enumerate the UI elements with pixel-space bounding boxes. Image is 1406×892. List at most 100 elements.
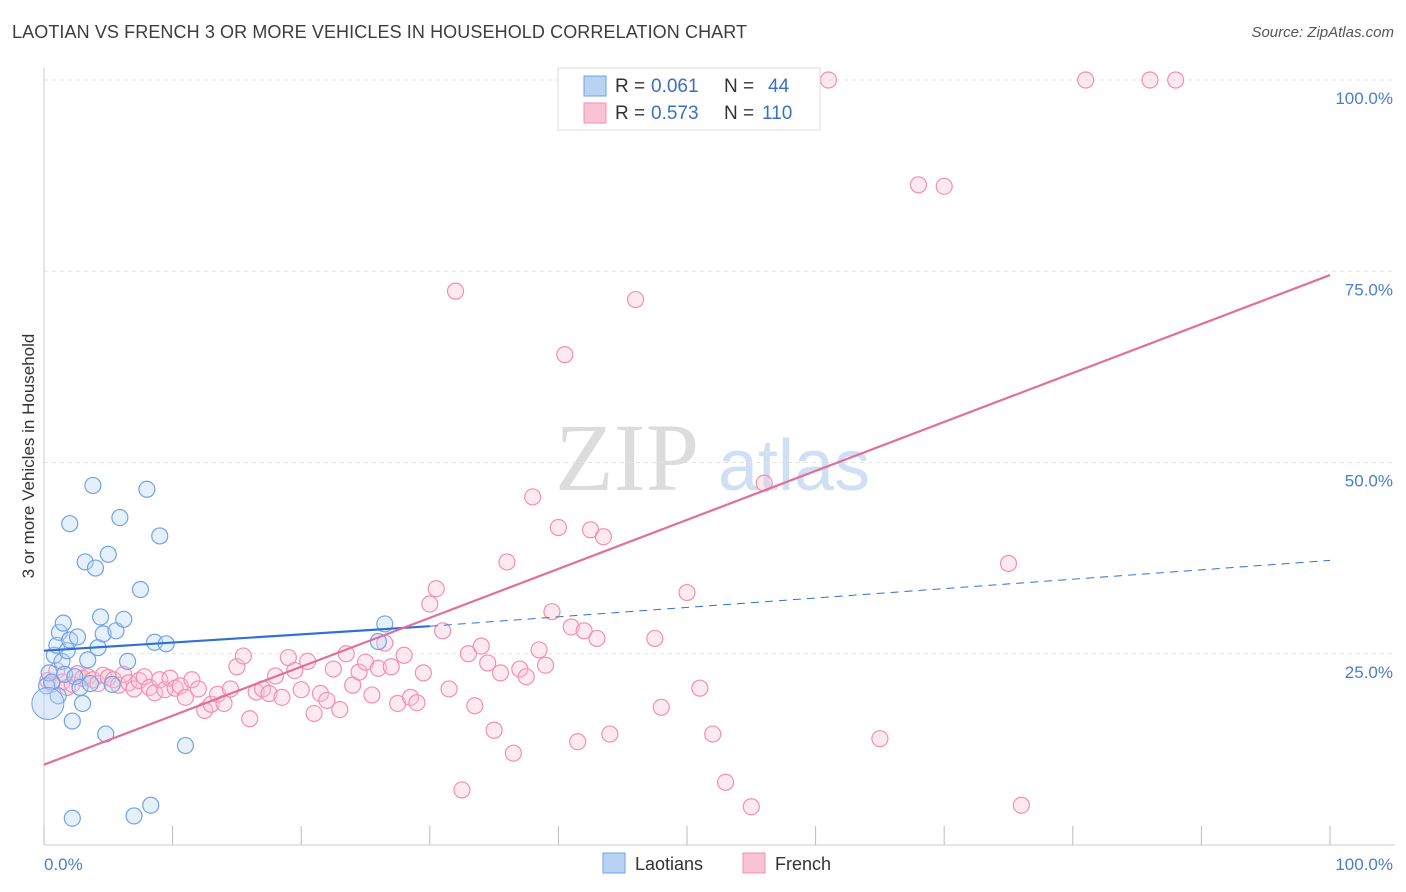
laotian-point-8 (55, 665, 74, 684)
french-points (39, 71, 1185, 816)
french-point-57 (369, 659, 387, 677)
french-point-35 (228, 658, 246, 676)
french-point-103 (819, 71, 838, 89)
axes: 0.0% 100.0% (43, 68, 1395, 874)
french-point-37 (241, 710, 259, 728)
french-point-111 (1167, 71, 1185, 89)
grid-lines: 25.0% 50.0% 75.0% 100.0% (44, 79, 1395, 682)
french-point-36 (234, 647, 252, 665)
laotian-point-23 (94, 625, 112, 643)
french-point-101 (742, 798, 760, 816)
laotian-point-34 (142, 796, 160, 814)
laotian-point-40 (176, 736, 195, 755)
french-point-109 (1077, 71, 1095, 89)
laotian-point-38 (61, 515, 79, 533)
bottom-legend-swatch-laotians (602, 852, 626, 874)
french-point-87 (562, 618, 580, 636)
french-point-64 (414, 664, 432, 682)
french-point-100 (716, 773, 735, 791)
french-point-76 (491, 664, 510, 682)
french-point-73 (472, 637, 490, 655)
french-point-86 (556, 346, 574, 364)
y-tick-label-50: 50.0% (1345, 472, 1393, 491)
french-point-95 (646, 629, 664, 648)
french-point-63 (408, 694, 426, 712)
chart-source: Source: ZipAtlas.com (1251, 24, 1394, 41)
x-tick-label-max: 100.0% (1335, 855, 1393, 874)
y-tick-label-25: 25.0% (1345, 663, 1393, 682)
french-point-91 (588, 629, 606, 648)
laotian-point-39 (54, 614, 72, 632)
french-point-84 (543, 603, 561, 621)
french-point-106 (935, 177, 953, 195)
french-point-78 (504, 744, 522, 762)
laotian-point-29 (115, 610, 133, 628)
french-point-65 (421, 595, 439, 613)
french-point-50 (324, 660, 342, 678)
french-point-59 (382, 658, 400, 676)
laotian-point-25 (99, 545, 117, 563)
laotian-point-33 (138, 480, 156, 498)
laotian-point-5 (49, 687, 67, 705)
french-point-88 (569, 733, 587, 751)
legend-french-r-value: 0.573 (651, 103, 699, 124)
legend-french-r-label: R = (615, 103, 645, 124)
french-point-105 (909, 176, 928, 194)
french-point-104 (871, 730, 889, 748)
laotian-trend-line (43, 625, 430, 652)
y-axis-title: 3 or more Vehicles in Household (19, 334, 38, 579)
french-point-77 (498, 553, 516, 571)
french-point-49 (318, 691, 336, 710)
laotian-point-17 (79, 651, 97, 669)
bottom-legend-french: French (775, 854, 831, 874)
x-tick-label-min: 0.0% (44, 855, 83, 874)
french-point-70 (453, 781, 471, 799)
french-point-51 (331, 700, 349, 719)
bottom-legend-swatch-french (742, 852, 766, 874)
french-point-28 (183, 671, 201, 689)
french-point-56 (363, 686, 381, 704)
french-point-47 (305, 704, 323, 723)
french-point-54 (350, 663, 368, 681)
french-point-72 (466, 697, 484, 715)
laotian-point-7 (53, 652, 71, 671)
laotian-point-18 (81, 674, 99, 693)
laotian-point-43 (63, 809, 81, 827)
french-point-21 (145, 684, 164, 702)
french-point-82 (530, 641, 548, 659)
french-point-108 (1012, 796, 1030, 814)
french-point-92 (594, 528, 613, 546)
french-point-6 (68, 665, 87, 683)
french-point-98 (691, 679, 709, 697)
laotian-point-26 (103, 675, 121, 693)
french-point-99 (704, 725, 722, 743)
french-point-67 (434, 622, 452, 640)
french-point-48 (311, 684, 330, 703)
laotian-point-19 (84, 476, 102, 495)
trend-lines (43, 274, 1331, 766)
laotian-point-22 (91, 608, 110, 626)
laotian-point-12 (66, 668, 84, 686)
french-point-32 (209, 685, 227, 703)
laotian-point-36 (151, 527, 169, 545)
laotian-point-cluster (31, 686, 65, 720)
legend-laotians-r-value: 0.061 (651, 76, 699, 97)
french-point-27 (176, 688, 195, 706)
french-point-97 (678, 583, 696, 602)
french-trend-line (43, 274, 1331, 766)
series-legend: Laotians French (602, 852, 831, 874)
watermark-atlas: atlas (718, 426, 870, 506)
french-point-71 (459, 645, 477, 663)
french-point-94 (626, 290, 645, 309)
french-point-40 (260, 684, 278, 703)
french-point-80 (517, 668, 535, 686)
french-point-61 (395, 646, 413, 664)
french-point-68 (440, 680, 458, 698)
laotian-points (31, 476, 394, 827)
laotian-point-15 (73, 694, 92, 713)
french-point-42 (273, 688, 291, 706)
legend-french-n-value: 110 (762, 103, 792, 124)
french-point-110 (1141, 71, 1159, 89)
laotian-point-32 (131, 580, 150, 599)
